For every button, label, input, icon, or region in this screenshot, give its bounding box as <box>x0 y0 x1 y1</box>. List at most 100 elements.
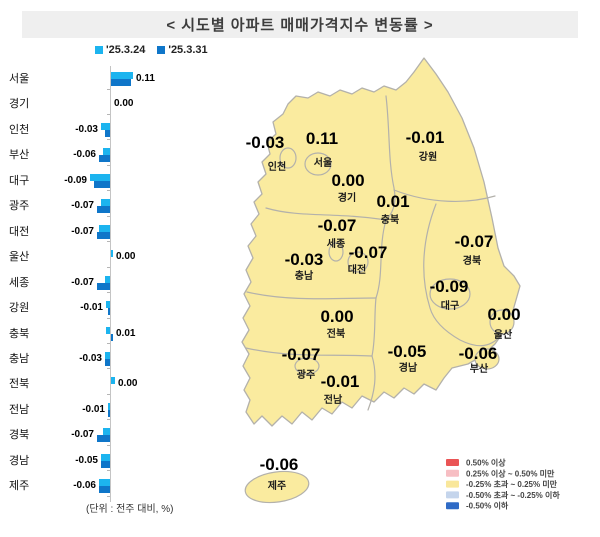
bar-value-label: -0.05 <box>75 454 98 466</box>
bar-row-label: 경남 <box>9 454 30 467</box>
map-region-label: 세종 <box>327 237 345 250</box>
axis-tick <box>107 368 110 370</box>
axis-tick <box>107 215 110 217</box>
map-value-label: -0.03 <box>285 250 324 269</box>
bar-segment <box>99 479 110 487</box>
bar-row-label: 경북 <box>9 429 30 442</box>
bar-segment <box>111 333 113 341</box>
bar-segment <box>108 409 110 417</box>
map-region-label: 전남 <box>324 393 343 406</box>
bar-segment <box>97 206 110 214</box>
bar-row-label: 부산 <box>9 149 30 162</box>
bar-value-label: 0.00 <box>118 378 138 390</box>
map-value-label: -0.07 <box>349 243 388 262</box>
bar-value-label: 0.11 <box>136 73 155 84</box>
legend-label-prev: '25.3.24 <box>106 44 146 56</box>
axis-tick <box>107 343 110 344</box>
map-region-label: 충북 <box>381 213 399 226</box>
bar-segment <box>97 231 110 239</box>
bar-segment <box>99 486 110 494</box>
bar-row-label: 인천 <box>9 123 30 136</box>
bar-value-label: -0.03 <box>79 352 102 364</box>
map-value-label: 0.00 <box>320 307 353 326</box>
incheon-region <box>279 147 297 169</box>
bar-value-label: -0.07 <box>71 225 94 237</box>
bar-segment <box>101 122 110 130</box>
map-region-label: 부산 <box>470 362 489 375</box>
map-legend-swatch <box>446 491 459 499</box>
map-value-label: 0.00 <box>487 305 520 324</box>
bar-row-label: 대구 <box>9 174 30 187</box>
bar-row-label: 전남 <box>9 403 30 416</box>
map-value-label: -0.01 <box>406 128 445 147</box>
axis-tick <box>107 292 110 294</box>
bar-segment <box>97 282 110 290</box>
axis-tick <box>107 139 110 141</box>
bar-segment <box>106 326 110 334</box>
legend-swatch-prev-icon <box>95 46 103 54</box>
map-legend-label: -0.25% 초과 ~ 0.25% 미만 <box>466 479 558 489</box>
map-value-label: 0.11 <box>306 129 338 148</box>
bar-segment <box>99 224 110 232</box>
sejong-region <box>328 242 344 262</box>
bar-chart-axis <box>110 66 111 502</box>
busan-region <box>474 348 500 370</box>
bar-value-label: 0.00 <box>116 251 136 263</box>
map-value-label: -0.01 <box>321 372 360 391</box>
province-borders <box>245 95 506 411</box>
bar-segment <box>103 428 110 436</box>
bar-segment <box>97 435 110 443</box>
unit-note: (단위 : 전주 대비, %) <box>86 504 174 515</box>
axis-tick <box>107 495 110 497</box>
bar-segment <box>101 199 110 207</box>
bar-value-label: -0.06 <box>73 149 96 161</box>
bar-segment <box>101 460 110 468</box>
axis-tick <box>107 113 110 115</box>
bar-row-label: 울산 <box>9 251 30 264</box>
map-region-label: 경기 <box>338 191 356 204</box>
map-value-label: 0.00 <box>331 171 364 190</box>
bar-segment <box>90 173 110 181</box>
legend-swatch-curr-icon <box>157 46 166 54</box>
bar-segment <box>105 358 110 366</box>
bar-segment <box>103 148 110 156</box>
bar-segment <box>111 377 115 385</box>
bar-value-label: 0.00 <box>114 98 134 110</box>
bar-segment <box>111 72 133 79</box>
legend-label-curr: '25.3.31 <box>168 44 208 56</box>
axis-tick <box>107 419 110 421</box>
axis-tick <box>107 266 110 268</box>
bar-segment <box>108 308 110 316</box>
bar-row-label: 충북 <box>9 327 30 340</box>
bar-row-label: 서울 <box>9 73 30 85</box>
bar-segment <box>105 275 110 283</box>
map-region-label: 제주 <box>268 479 286 492</box>
map-legend-swatch <box>446 459 459 466</box>
bar-row-label: 경기 <box>9 98 30 111</box>
bar-row-label: 광주 <box>9 200 30 213</box>
seoul-region <box>304 152 332 176</box>
bar-row-label: 제주 <box>9 480 30 493</box>
map-value-label: -0.06 <box>459 344 498 363</box>
page-title: < 시도별 아파트 매매가격지수 변동률 > <box>22 11 578 38</box>
legend-item-prev-week: '25.3.24 <box>95 44 145 56</box>
axis-tick <box>107 444 110 446</box>
map-value-label: 0.01 <box>376 192 409 211</box>
map-region-label: 대전 <box>348 263 366 276</box>
bar-segment <box>105 129 110 137</box>
bar-row-label: 충남 <box>9 352 30 365</box>
bar-value-label: -0.07 <box>71 276 94 288</box>
axis-tick <box>107 164 110 166</box>
bar-value-label: -0.06 <box>73 480 96 492</box>
bar-value-label: -0.03 <box>75 123 98 135</box>
axis-tick <box>107 241 110 243</box>
daegu-region <box>429 278 471 310</box>
bar-chart: 서울 0.11 경기 0.00 인천 -0.03 부산 -0.06 대구 -0.09 광주 -0.07… <box>0 0 235 537</box>
bar-segment <box>111 250 113 258</box>
map-region-label: 충남 <box>295 269 314 282</box>
map-value-label: -0.07 <box>318 216 357 235</box>
daejeon-region <box>347 251 369 273</box>
